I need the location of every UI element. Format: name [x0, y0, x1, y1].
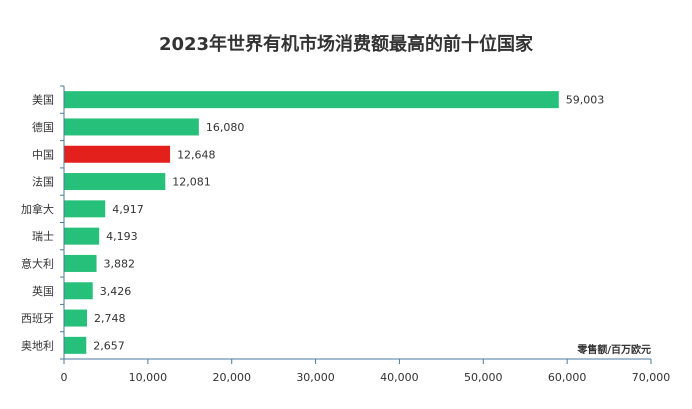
bars-group [64, 91, 559, 354]
x-tick-label: 70,000 [632, 371, 671, 384]
x-tick-label: 40,000 [380, 371, 419, 384]
category-label: 西班牙 [21, 312, 54, 325]
x-tick-label: 60,000 [548, 371, 587, 384]
bar-7 [64, 282, 93, 300]
category-label: 奥地利 [21, 338, 54, 352]
value-label: 59,003 [566, 94, 605, 107]
value-label: 4,917 [112, 203, 144, 216]
value-label: 16,080 [206, 121, 245, 134]
bar-4 [64, 200, 106, 218]
category-label: 瑞士 [32, 229, 54, 243]
value-label: 12,081 [172, 176, 211, 189]
x-tick-label: 20,000 [212, 371, 251, 384]
value-label: 3,426 [100, 285, 132, 298]
value-label: 2,748 [94, 312, 126, 325]
value-labels: 59,003 16,080 12,648 12,081 4,917 4,193 3,882 3… [93, 94, 604, 353]
category-label: 美国 [32, 94, 54, 107]
value-label: 12,648 [177, 148, 216, 161]
x-tick-label: 30,000 [296, 371, 335, 384]
chart-title: 2023年世界有机市场消费额最高的前十位国家 [158, 34, 534, 55]
x-tick-label: 0 [61, 371, 68, 384]
value-label: 3,882 [104, 257, 136, 270]
x-tick-label: 50,000 [464, 371, 503, 384]
bar-2 [64, 145, 171, 163]
x-tick-label: 10,000 [129, 371, 168, 384]
bar-9 [64, 336, 87, 354]
x-axis-ticks: 0 10,000 20,000 30,000 40,000 50,000 60,000 70,… [60, 85, 671, 384]
category-label: 德国 [32, 120, 54, 134]
category-label: 法国 [32, 175, 54, 189]
value-label: 4,193 [106, 230, 138, 243]
category-label: 加拿大 [21, 202, 54, 216]
bar-5 [64, 227, 100, 245]
category-label: 意大利 [21, 256, 54, 270]
bar-1 [64, 118, 199, 136]
bar-8 [64, 309, 88, 327]
bar-0 [64, 91, 559, 109]
bar-3 [64, 173, 166, 191]
category-label: 中国 [32, 148, 54, 161]
category-label: 英国 [32, 284, 54, 298]
value-label: 2,657 [93, 339, 125, 352]
bar-6 [64, 254, 97, 272]
unit-label: 零售额/百万欧元 [576, 343, 651, 356]
